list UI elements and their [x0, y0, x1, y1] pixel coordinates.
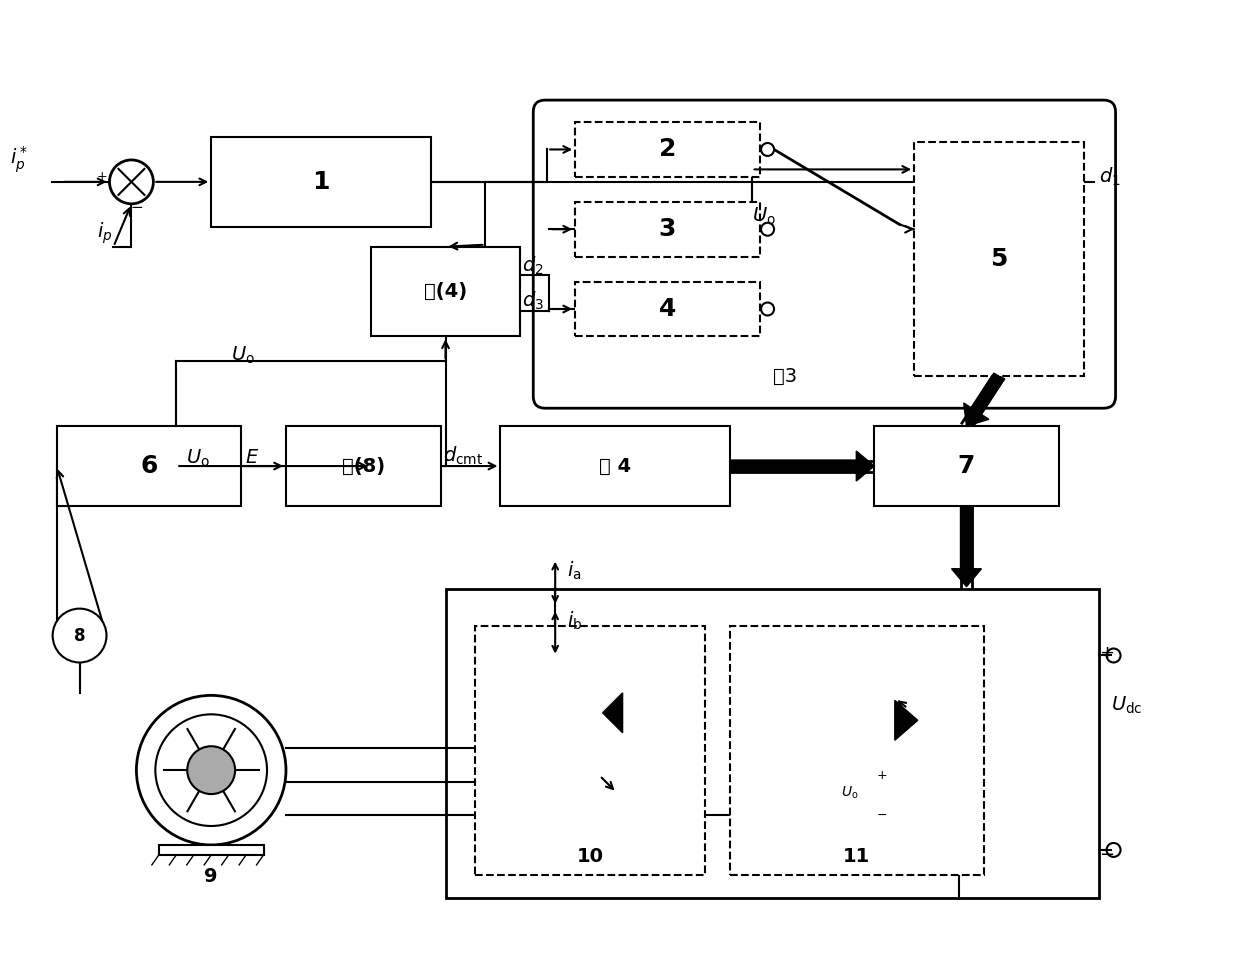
Text: $d_2$: $d_2$: [522, 255, 544, 277]
Circle shape: [109, 160, 154, 204]
Circle shape: [761, 143, 774, 156]
Text: $i_{\rm a}$: $i_{\rm a}$: [567, 559, 582, 582]
Text: $U_{\rm o}$: $U_{\rm o}$: [231, 345, 255, 366]
Text: $i_p$: $i_p$: [97, 221, 112, 246]
Text: 表 4: 表 4: [599, 456, 631, 476]
Polygon shape: [603, 693, 622, 733]
Bar: [159, 845, 264, 855]
FancyBboxPatch shape: [914, 142, 1084, 377]
FancyBboxPatch shape: [211, 137, 430, 227]
Text: 8: 8: [74, 627, 86, 645]
Text: −: −: [130, 200, 143, 215]
Text: $d_3$: $d_3$: [522, 290, 544, 312]
Text: −: −: [877, 808, 888, 822]
FancyBboxPatch shape: [371, 247, 521, 336]
FancyBboxPatch shape: [475, 626, 704, 875]
Text: 表3: 表3: [774, 367, 797, 386]
Text: 4: 4: [658, 297, 676, 321]
FancyBboxPatch shape: [874, 426, 1059, 505]
Text: 1: 1: [312, 170, 330, 194]
FancyBboxPatch shape: [729, 626, 985, 875]
Circle shape: [187, 747, 236, 794]
Polygon shape: [895, 701, 918, 740]
Text: $U_{\rm o}$: $U_{\rm o}$: [841, 785, 858, 801]
Text: $i_{\rm b}$: $i_{\rm b}$: [567, 609, 583, 631]
Text: 式(4): 式(4): [424, 282, 467, 301]
Text: $d_1$: $d_1$: [1099, 165, 1121, 188]
FancyBboxPatch shape: [445, 589, 1099, 898]
Text: +: +: [877, 769, 888, 781]
Text: 5: 5: [991, 247, 1008, 271]
FancyBboxPatch shape: [575, 122, 760, 177]
Text: 6: 6: [140, 454, 157, 478]
FancyBboxPatch shape: [575, 202, 760, 257]
Text: 3: 3: [658, 217, 676, 241]
Text: 7: 7: [957, 454, 975, 478]
Circle shape: [52, 608, 107, 662]
Text: 10: 10: [577, 848, 604, 867]
Text: $U_{\rm dc}$: $U_{\rm dc}$: [1111, 695, 1142, 716]
Text: 9: 9: [205, 868, 218, 886]
Text: 11: 11: [843, 848, 870, 867]
Text: +: +: [97, 170, 107, 184]
Text: $i_p^*$: $i_p^*$: [10, 144, 27, 175]
Text: $U_{\rm o}$: $U_{\rm o}$: [186, 448, 210, 469]
Text: 式(8): 式(8): [342, 456, 384, 476]
Text: $U_{\rm o}$: $U_{\rm o}$: [751, 206, 775, 228]
Text: 2: 2: [658, 137, 676, 161]
FancyBboxPatch shape: [286, 426, 440, 505]
Polygon shape: [963, 373, 1004, 426]
Text: $d_{\rm cmt}$: $d_{\rm cmt}$: [443, 445, 482, 467]
Text: +: +: [1099, 644, 1114, 661]
FancyBboxPatch shape: [533, 100, 1116, 408]
FancyBboxPatch shape: [501, 426, 729, 505]
Polygon shape: [951, 505, 981, 587]
Circle shape: [761, 223, 774, 235]
FancyBboxPatch shape: [57, 426, 241, 505]
Circle shape: [761, 303, 774, 315]
Text: −: −: [1099, 846, 1115, 864]
FancyBboxPatch shape: [575, 282, 760, 336]
Text: $E$: $E$: [246, 448, 259, 467]
Polygon shape: [729, 451, 874, 481]
